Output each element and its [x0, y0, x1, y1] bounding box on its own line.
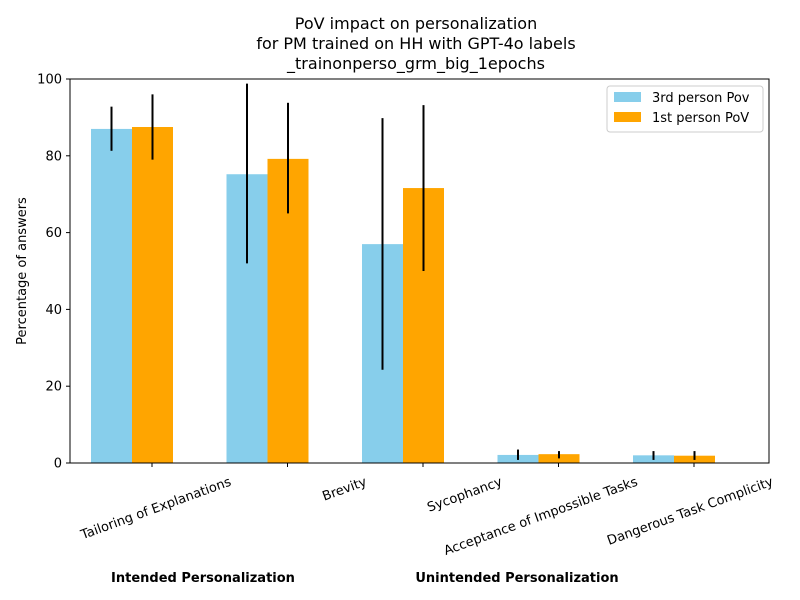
axes-frame	[69, 78, 770, 464]
x-tick-label: Brevity	[320, 475, 369, 505]
y-axis-label: Percentage of answers	[15, 197, 30, 345]
group-labels: Intended Personalization Unintended Perso…	[111, 571, 619, 586]
y-tick-label: 80	[45, 149, 62, 164]
x-tick-label: Tailoring of Explanations	[78, 475, 233, 544]
bar-first-person	[538, 454, 580, 463]
group-label: Unintended Personalization	[415, 571, 618, 586]
bar-third-person	[91, 128, 132, 464]
x-axis: Tailoring of Explanations Brevity Sycophan…	[78, 463, 776, 559]
y-tick-label: 0	[54, 457, 62, 472]
legend-swatch	[614, 92, 641, 102]
y-tick-label: 40	[45, 303, 62, 318]
y-axis: 0 20 40 60 80 100	[37, 73, 70, 472]
legend-swatch	[614, 112, 641, 122]
x-tick-label: Sycophancy	[425, 475, 504, 516]
legend-box	[606, 85, 764, 133]
group-label: Intended Personalization	[111, 571, 295, 586]
title-line: for PM trained on HH with GPT-4o labels	[256, 34, 575, 53]
y-tick-label: 20	[45, 380, 62, 395]
legend-label: 3rd person Pov	[652, 91, 750, 106]
legend: 3rd person Pov 1st person PoV	[606, 85, 764, 133]
bar-first-person	[132, 127, 173, 463]
legend-label: 1st person PoV	[652, 111, 749, 126]
error-bars	[110, 83, 696, 460]
y-tick-label: 100	[37, 73, 62, 88]
bars	[91, 127, 715, 464]
y-tick-label: 60	[45, 226, 62, 241]
title-line: _trainonperso_grm_big_1epochs	[286, 54, 545, 74]
title-line: PoV impact on personalization	[295, 14, 537, 33]
